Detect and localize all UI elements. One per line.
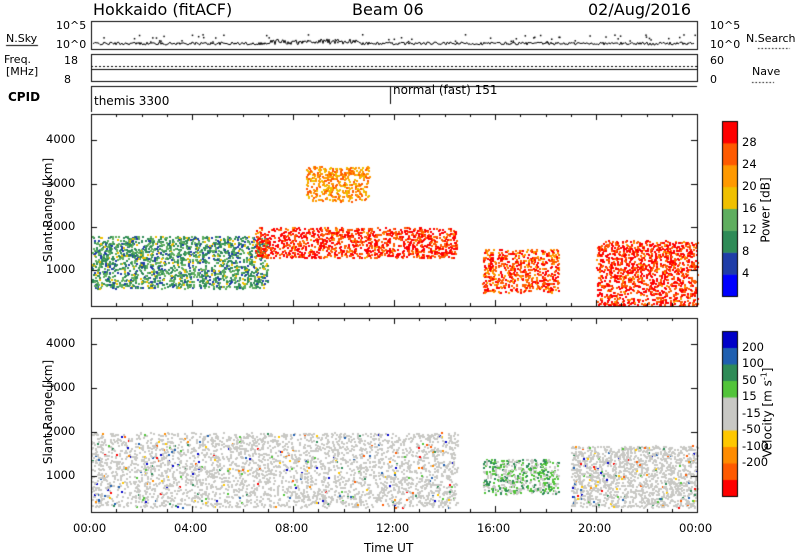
power-ylabel: Slant Range [km] — [41, 157, 56, 263]
velocity-colorbar-tick: 15 — [742, 389, 757, 403]
power-colorbar-tick: 24 — [742, 156, 757, 171]
nsearch-label: N.Search — [746, 32, 796, 45]
nsky-label: N.Sky — [6, 32, 38, 45]
date-label: 02/Aug/2016 — [588, 0, 692, 19]
ytick-label-velocity: 4000 — [46, 336, 76, 351]
cpid-label: CPID — [8, 90, 41, 104]
ytick-label-velocity: 3000 — [46, 380, 76, 395]
nave-tick-top: 60 — [710, 54, 724, 67]
power-colorbar-tick: 20 — [742, 178, 757, 193]
power-colorbar-tick: 28 — [742, 134, 757, 149]
velocity-ylabel: Slant Range [km] — [41, 359, 56, 465]
power-colorbar-tick: 16 — [742, 200, 757, 215]
xtick-label: 00:00 — [73, 521, 107, 535]
station-title: Hokkaido (fitACF) — [93, 0, 233, 19]
beam-label: Beam 06 — [352, 0, 424, 19]
ytick-label-power: 4000 — [46, 132, 76, 147]
nave-label: Nave — [752, 65, 781, 78]
freq-unit-label: [MHz] — [6, 65, 39, 78]
xtick-label: 04:00 — [174, 521, 208, 535]
cpid-segment-normal: normal (fast) 151 — [393, 83, 498, 97]
power-colorbar-tick: 4 — [742, 266, 750, 281]
freq-tick-top: 18 — [64, 54, 78, 67]
cpid-segment-themis: themis 3300 — [94, 94, 170, 108]
nave-tick-bottom: 0 — [710, 73, 717, 86]
xtick-label: 00:00 — [679, 521, 713, 535]
ytick-label-power: 3000 — [46, 175, 76, 190]
nsky-tick-top: 10^5 — [56, 19, 87, 32]
nsky-tick-bottom: 10^0 — [56, 38, 87, 51]
nsearch-tick-bottom: 10^0 — [710, 38, 741, 51]
power-colorbar-tick: 12 — [742, 222, 757, 237]
ytick-label-power: 2000 — [46, 218, 76, 233]
velocity-colorbar-tick: -100 — [742, 438, 769, 453]
xtick-label: 20:00 — [578, 521, 612, 535]
ytick-label-velocity: 1000 — [46, 468, 76, 482]
ytick-label-velocity: 2000 — [46, 424, 76, 439]
xtick-label: 08:00 — [275, 521, 309, 535]
velocity-colorbar-tick: 50 — [742, 372, 757, 387]
velocity-colorbar-tick: -50 — [742, 422, 761, 436]
freq-label: Freq. — [4, 53, 32, 66]
xtick-label: 12:00 — [376, 521, 410, 535]
power-colorbar-tick: 8 — [742, 244, 750, 259]
xaxis-label: Time UT — [364, 541, 414, 555]
velocity-colorbar-tick: 100 — [742, 356, 764, 370]
velocity-colorbar-tick: -15 — [742, 405, 761, 420]
velocity-colorbar-tick: 200 — [742, 339, 764, 354]
ytick-label-power: 1000 — [46, 262, 76, 277]
xtick-label: 16:00 — [477, 521, 511, 535]
power-colorbar-label: Power [dB] — [758, 177, 773, 243]
freq-tick-bottom: 8 — [64, 73, 71, 86]
velocity-colorbar-tick: -200 — [742, 455, 769, 469]
nsearch-tick-top: 10^5 — [710, 19, 741, 32]
